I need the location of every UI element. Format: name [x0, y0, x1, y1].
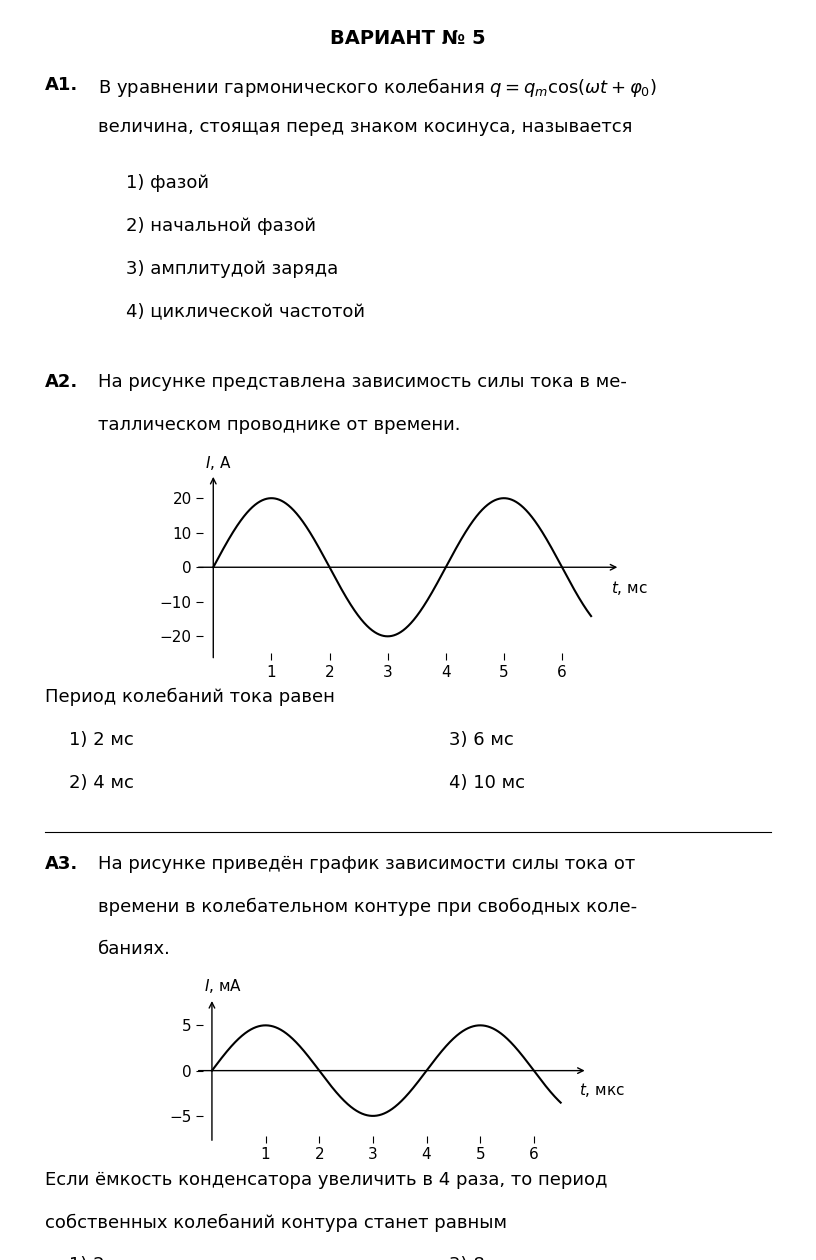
Text: собственных колебаний контура станет равным: собственных колебаний контура станет рав… [45, 1213, 507, 1232]
Text: $I$, мА: $I$, мА [204, 978, 242, 995]
Text: 4) 10 мс: 4) 10 мс [449, 774, 525, 791]
Text: времени в колебательном контуре при свободных коле-: времени в колебательном контуре при своб… [98, 897, 637, 916]
Text: А1.: А1. [45, 76, 78, 93]
Text: Если ёмкость конденсатора увеличить в 4 раза, то период: Если ёмкость конденсатора увеличить в 4 … [45, 1171, 607, 1188]
Text: 3) 8 мкс: 3) 8 мкс [449, 1256, 525, 1260]
Text: На рисунке приведён график зависимости силы тока от: На рисунке приведён график зависимости с… [98, 854, 635, 872]
Text: баниях.: баниях. [98, 940, 171, 958]
Text: А2.: А2. [45, 373, 78, 391]
Text: А3.: А3. [45, 854, 78, 872]
Text: 2) 4 мс: 2) 4 мс [69, 774, 135, 791]
Text: $t$, мс: $t$, мс [611, 580, 648, 597]
Text: 1) 2 мкс: 1) 2 мкс [69, 1256, 145, 1260]
Text: $I$, А: $I$, А [205, 455, 231, 472]
Text: На рисунке представлена зависимость силы тока в ме-: На рисунке представлена зависимость силы… [98, 373, 627, 391]
Text: величина, стоящая перед знаком косинуса, называется: величина, стоящая перед знаком косинуса,… [98, 118, 632, 136]
Text: 3) амплитудой заряда: 3) амплитудой заряда [126, 260, 339, 277]
Text: 2) начальной фазой: 2) начальной фазой [126, 217, 317, 234]
Text: таллическом проводнике от времени.: таллическом проводнике от времени. [98, 416, 460, 433]
Text: $t$, мкс: $t$, мкс [579, 1081, 625, 1099]
Text: 4) циклической частотой: 4) циклической частотой [126, 302, 366, 320]
Text: В уравнении гармонического колебания $q = q_m\cos(\omega t + \varphi_0)$: В уравнении гармонического колебания $q … [98, 76, 657, 98]
Text: 1) фазой: 1) фазой [126, 174, 210, 192]
Text: Период колебаний тока равен: Период колебаний тока равен [45, 688, 335, 707]
Text: 3) 6 мс: 3) 6 мс [449, 731, 513, 748]
Text: ВАРИАНТ № 5: ВАРИАНТ № 5 [330, 29, 486, 48]
Text: 1) 2 мс: 1) 2 мс [69, 731, 134, 748]
